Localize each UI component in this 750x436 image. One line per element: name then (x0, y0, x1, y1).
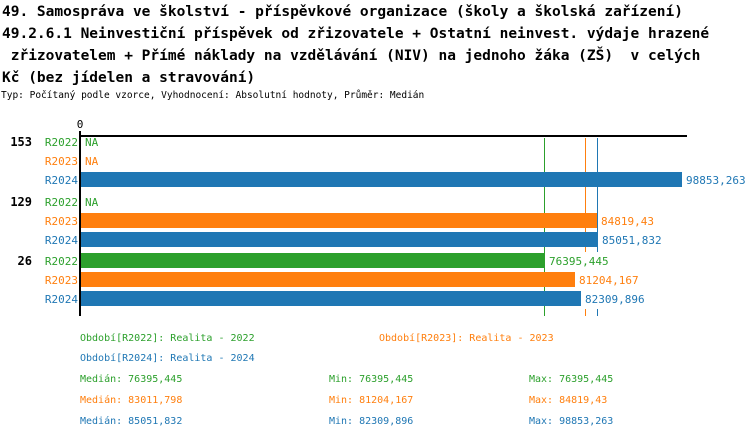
group-label-129: 129 (10, 195, 32, 209)
stat-median-r2024: Medián: 85051,832 (80, 416, 183, 427)
bar-26-r2024 (81, 291, 581, 306)
row-label-r2024: R2024 (44, 293, 78, 306)
na-label: NA (85, 136, 99, 149)
row-label-r2024: R2024 (44, 234, 78, 247)
bar-129-r2024 (81, 232, 598, 247)
na-label: NA (85, 155, 99, 168)
row-label-r2023: R2023 (44, 155, 78, 168)
row-label-r2022: R2022 (44, 196, 78, 209)
row-label-r2022: R2022 (44, 255, 78, 268)
bar-26-r2023 (81, 272, 575, 287)
na-label: NA (85, 196, 99, 209)
legend-item-r2022: Období[R2022]: Realita - 2022 (80, 333, 255, 344)
y-axis-line (79, 131, 81, 316)
bar-value-label: 98853,263 (685, 171, 747, 190)
title-line-2: 49.2.6.1 Neinvestiční příspěvek od zřizo… (2, 26, 710, 42)
legend-item-r2024: Období[R2024]: Realita - 2024 (80, 353, 255, 364)
bar-value-label: 76395,445 (548, 252, 610, 271)
stat-min-r2024: Min: 82309,896 (329, 416, 414, 427)
stat-median-r2022: Medián: 76395,445 (80, 374, 183, 385)
x-axis-line (79, 135, 687, 137)
stat-min-r2023: Min: 81204,167 (329, 395, 414, 406)
stat-max-r2024: Max: 98853,263 (529, 416, 614, 427)
bar-129-r2023 (81, 213, 597, 228)
stat-max-r2023: Max: 84819,43 (529, 395, 608, 406)
legend-item-r2023: Období[R2023]: Realita - 2023 (379, 333, 554, 344)
bar-value-label: 85051,832 (601, 231, 663, 250)
group-label-26: 26 (17, 254, 32, 268)
title-line-3: zřizovatelem + Přímé náklady na vzdělává… (2, 48, 701, 64)
indicator-meta: Typ: Počítaný podle vzorce, Vyhodnocení:… (1, 90, 425, 101)
title-line-1: 49. Samospráva ve školství - příspěvkové… (2, 4, 683, 20)
stat-min-r2022: Min: 76395,445 (329, 374, 414, 385)
row-label-r2023: R2023 (44, 215, 78, 228)
stat-max-r2022: Max: 76395,445 (529, 374, 614, 385)
row-label-r2024: R2024 (44, 174, 78, 187)
median-line-r2024 (597, 138, 598, 316)
bar-value-label: 82309,896 (584, 290, 646, 309)
stat-median-r2023: Medián: 83011,798 (80, 395, 183, 406)
bar-value-label: 81204,167 (578, 271, 640, 290)
bar-26-r2022 (81, 253, 545, 268)
row-label-r2022: R2022 (44, 136, 78, 149)
x-axis-zero-label: 0 (76, 118, 84, 131)
title-line-4: Kč (bez jídelen a stravování) (2, 70, 256, 86)
bar-value-label: 84819,43 (600, 212, 655, 231)
bar-153-r2024 (81, 172, 682, 187)
group-label-153: 153 (10, 135, 32, 149)
row-label-r2023: R2023 (44, 274, 78, 287)
